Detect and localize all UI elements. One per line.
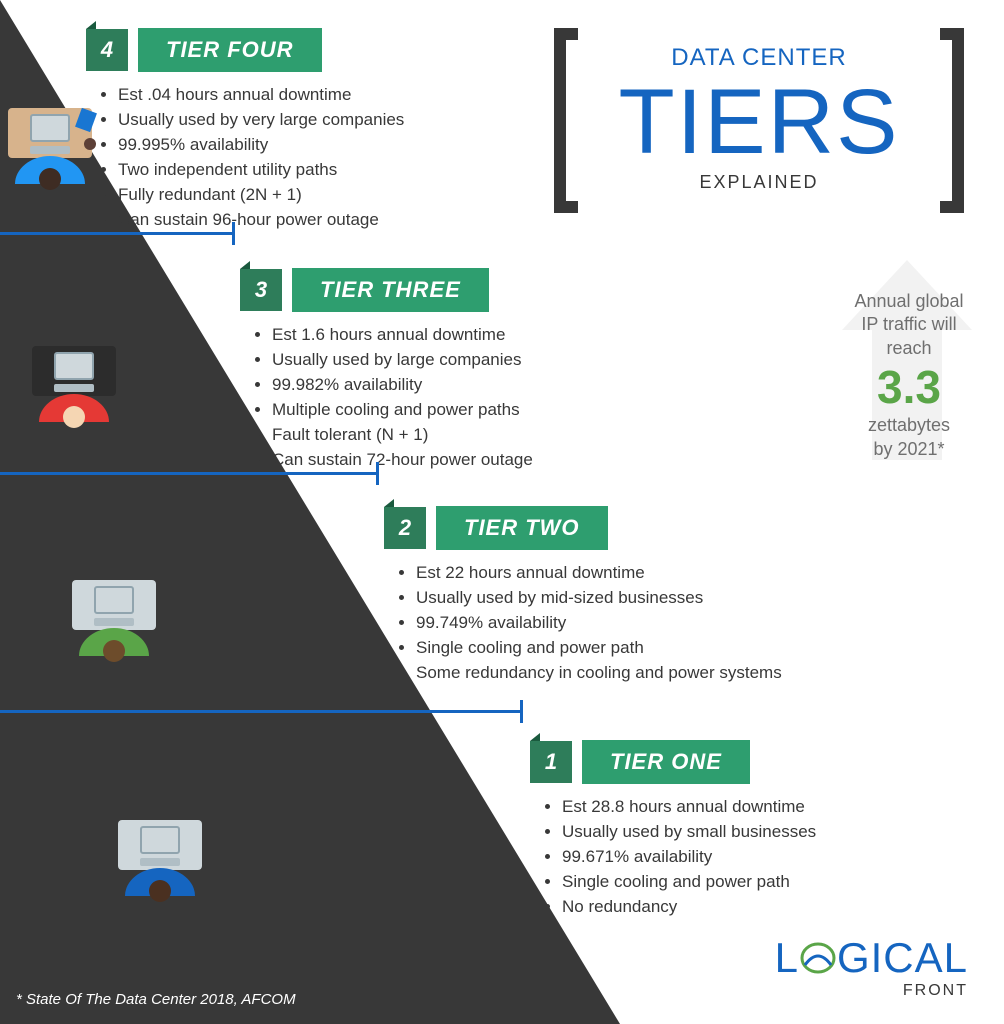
title-container: DATA CENTER TIERS EXPLAINED [554, 28, 964, 213]
desk-surface [8, 108, 92, 158]
logo: LGICAL FRONT [775, 937, 968, 1000]
tier-bullet: 99.671% availability [562, 846, 910, 869]
tier-number-badge: 1 [530, 741, 572, 783]
tier-bullet: Usually used by mid-sized businesses [416, 587, 784, 610]
tier-number-badge: 2 [384, 507, 426, 549]
tier-bullet: Est 1.6 hours annual downtime [272, 324, 640, 347]
tier-connector [0, 472, 378, 475]
tier-bullet: Usually used by very large companies [118, 109, 476, 132]
tier-connector [0, 232, 234, 235]
tier-bullet: Est 28.8 hours annual downtime [562, 796, 910, 819]
logo-sub: FRONT [775, 982, 968, 1000]
tier-connector [0, 710, 522, 713]
desk-person-icon [0, 108, 100, 208]
desk-surface [72, 580, 156, 630]
person-head [39, 168, 61, 190]
tier-bullet: Fault tolerant (N + 1) [272, 424, 640, 447]
title-main: TIERS [578, 76, 940, 168]
tier-bullet: Single cooling and power path [562, 871, 910, 894]
keyboard-icon [94, 618, 134, 626]
desk-person-icon [24, 346, 124, 446]
tier-bullet: 99.995% availability [118, 134, 476, 157]
book-icon [75, 108, 97, 132]
tier-2: 2 TIER TWO Est 22 hours annual downtimeU… [384, 506, 784, 687]
monitor-icon [54, 352, 94, 380]
tier-bullet: Fully redundant (2N + 1) [118, 184, 476, 207]
bracket-left [554, 28, 578, 213]
traffic-pre: Annual global IP traffic will reach [844, 290, 974, 360]
tier-bullet: Can sustain 96-hour power outage [118, 209, 476, 232]
logo-swoosh-icon [799, 941, 837, 975]
person-head [149, 880, 171, 902]
tier-bullet: Multiple cooling and power paths [272, 399, 640, 422]
tier-label: TIER FOUR [138, 28, 322, 72]
desk-surface [32, 346, 116, 396]
tier-bullet-list: Est .04 hours annual downtimeUsually use… [86, 84, 476, 232]
bracket-right [940, 28, 964, 213]
tier-bullet-list: Est 22 hours annual downtimeUsually used… [384, 562, 784, 685]
tier-bullet-list: Est 28.8 hours annual downtimeUsually us… [530, 796, 910, 919]
tier-bullet-list: Est 1.6 hours annual downtimeUsually use… [240, 324, 640, 472]
keyboard-icon [30, 146, 70, 154]
tier-number-badge: 3 [240, 269, 282, 311]
monitor-icon [94, 586, 134, 614]
tier-header: 3 TIER THREE [240, 268, 640, 312]
keyboard-icon [54, 384, 94, 392]
tier-bullet: Est 22 hours annual downtime [416, 562, 784, 585]
tier-bullet: Can sustain 72-hour power outage [272, 449, 640, 472]
tier-3: 3 TIER THREE Est 1.6 hours annual downti… [240, 268, 640, 474]
traffic-number: 3.3 [844, 364, 974, 410]
tier-header: 4 TIER FOUR [86, 28, 476, 72]
keyboard-icon [140, 858, 180, 866]
traffic-by: by 2021* [844, 438, 974, 461]
title-explained: EXPLAINED [578, 172, 940, 193]
desk-person-icon [64, 580, 164, 680]
logo-text: LGICAL [775, 937, 968, 982]
tier-header: 2 TIER TWO [384, 506, 784, 550]
tier-bullet: Two independent utility paths [118, 159, 476, 182]
tier-label: TIER TWO [436, 506, 608, 550]
tier-bullet: Est .04 hours annual downtime [118, 84, 476, 107]
tier-4: 4 TIER FOUR Est .04 hours annual downtim… [86, 28, 476, 234]
tier-bullet: Usually used by small businesses [562, 821, 910, 844]
tier-1: 1 TIER ONE Est 28.8 hours annual downtim… [530, 740, 910, 921]
tier-bullet: 99.982% availability [272, 374, 640, 397]
tier-bullet: Some redundancy in cooling and power sys… [416, 662, 784, 685]
monitor-icon [30, 114, 70, 142]
tier-bullet: Single cooling and power path [416, 637, 784, 660]
cup-icon [84, 138, 96, 150]
tier-label: TIER ONE [582, 740, 750, 784]
desk-surface [118, 820, 202, 870]
tier-header: 1 TIER ONE [530, 740, 910, 784]
tier-bullet: 99.749% availability [416, 612, 784, 635]
person-head [63, 406, 85, 428]
tier-bullet: No redundancy [562, 896, 910, 919]
traffic-unit: zettabytes [844, 414, 974, 437]
title-subtitle: DATA CENTER [578, 44, 940, 72]
tier-bullet: Usually used by large companies [272, 349, 640, 372]
desk-person-icon [110, 820, 210, 920]
monitor-icon [140, 826, 180, 854]
footnote: * State Of The Data Center 2018, AFCOM [16, 991, 296, 1008]
tier-label: TIER THREE [292, 268, 489, 312]
traffic-stat: Annual global IP traffic will reach 3.3 … [844, 290, 974, 461]
tier-number-badge: 4 [86, 29, 128, 71]
person-head [103, 640, 125, 662]
